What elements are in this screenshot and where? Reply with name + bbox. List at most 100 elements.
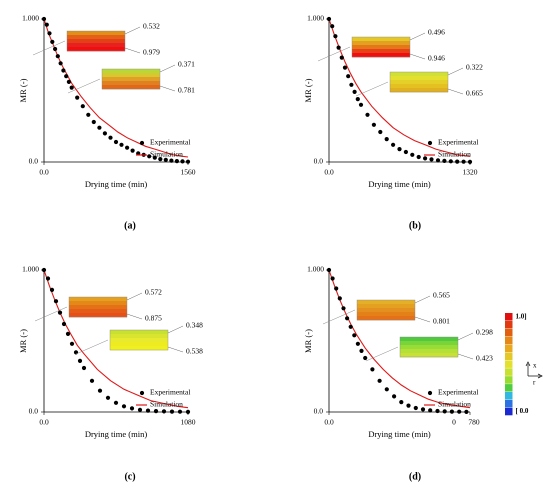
- inset-band: [390, 88, 448, 93]
- x-tick-label: 1560: [181, 168, 196, 177]
- experimental-point: [119, 142, 124, 147]
- experimental-point: [152, 155, 157, 160]
- inset-band: [67, 31, 125, 36]
- inset-band: [352, 49, 410, 54]
- inset-band: [357, 308, 415, 313]
- experimental-point: [53, 46, 58, 52]
- inset-pointer: [322, 309, 356, 325]
- inset-band: [67, 43, 125, 48]
- experimental-point: [341, 306, 346, 311]
- inset-band: [357, 304, 415, 309]
- colorbar-swatch: [505, 352, 513, 360]
- inset-leader-bottom: [124, 47, 141, 54]
- experimental-point: [359, 348, 364, 353]
- y-tick-label: 1.000: [22, 14, 39, 23]
- legend-experimental-marker: [139, 390, 145, 396]
- experimental-point: [50, 39, 55, 45]
- inset-leader-top: [447, 67, 464, 76]
- experimental-point: [161, 409, 167, 414]
- colorbar-swatch: [505, 407, 513, 416]
- inset-frame: [101, 68, 161, 90]
- inset-pointer: [365, 346, 399, 362]
- experimental-point: [355, 341, 360, 346]
- experimental-point: [105, 395, 111, 400]
- panel-label: (a): [124, 220, 136, 231]
- inset-bottom-value: 0.979: [143, 48, 160, 57]
- triad-x-arrowhead: [525, 361, 531, 367]
- inset-top-value: 0.298: [476, 328, 493, 337]
- inset-band: [110, 330, 168, 335]
- experimental-point: [65, 331, 71, 336]
- experimental-point: [53, 299, 59, 304]
- legend-simulation-label: Simulation: [438, 400, 471, 409]
- y-tick-label: 1.000: [22, 265, 39, 274]
- inset-2: 0.348 0.538: [75, 321, 203, 356]
- triad-x-label: x: [533, 362, 537, 370]
- inset-band: [357, 300, 415, 305]
- inset-band: [110, 346, 168, 351]
- experimental-point: [41, 267, 47, 273]
- x-axis-title: Drying time (min): [368, 429, 430, 439]
- experimental-point: [397, 147, 402, 152]
- experimental-point: [121, 404, 127, 409]
- inset-leader-bottom: [409, 53, 426, 60]
- experimental-point: [377, 378, 382, 383]
- experimental-point: [89, 378, 95, 383]
- inset-bottom-value: 0.946: [428, 54, 445, 63]
- inset-band: [400, 349, 458, 354]
- experimental-point: [86, 112, 91, 117]
- experimental-point: [169, 158, 174, 163]
- experimental-point: [180, 159, 185, 164]
- x-axis-title: Drying time (min): [368, 179, 430, 189]
- experimental-point: [69, 85, 74, 90]
- x-tick-label: 0.0: [39, 418, 49, 427]
- experimental-point: [64, 74, 69, 79]
- experimental-point: [69, 341, 75, 346]
- experimental-point: [147, 154, 152, 159]
- legend-experimental-label: Experimental: [150, 138, 190, 147]
- inset-band: [357, 316, 415, 321]
- experimental-point: [410, 152, 415, 157]
- inset-band: [400, 337, 458, 342]
- inset-band: [110, 334, 168, 339]
- inset-band: [102, 69, 160, 74]
- experimental-point: [461, 159, 466, 164]
- experimental-point: [129, 406, 135, 411]
- legend-simulation-label: Simulation: [150, 150, 183, 159]
- experimental-point: [326, 16, 332, 22]
- colorbar-swatch: [505, 360, 513, 368]
- colorbar-swatch: [505, 399, 513, 408]
- experimental-point: [91, 119, 96, 125]
- inset-frame: [351, 36, 411, 58]
- experimental-point: [57, 310, 63, 315]
- inset-bottom-value: 0.781: [178, 86, 195, 95]
- x-axis-title: Drying time (min): [85, 429, 147, 439]
- inset-leader-top: [167, 325, 184, 334]
- inset-1: 0.532 0.979: [32, 22, 160, 57]
- experimental-point: [102, 131, 107, 136]
- experimental-point: [416, 154, 421, 160]
- experimental-point: [66, 79, 71, 84]
- inset-band: [352, 53, 410, 58]
- experimental-point: [363, 355, 368, 361]
- experimental-point: [435, 158, 441, 163]
- inset-band: [69, 309, 127, 314]
- triad-r-arrowhead: [537, 373, 543, 379]
- colorbar-swatch: [505, 313, 513, 321]
- colorbar-swatch: [505, 328, 513, 337]
- experimental-point: [47, 31, 52, 36]
- experimental-point: [455, 159, 460, 164]
- experimental-point: [429, 157, 434, 162]
- inset-top-value: 0.565: [433, 291, 450, 300]
- experimental-point: [346, 74, 351, 79]
- simulation-line: [328, 269, 471, 409]
- experimental-point: [370, 367, 375, 372]
- experimental-point: [326, 267, 332, 273]
- inset-band: [400, 353, 458, 358]
- inset-band: [69, 305, 127, 310]
- y-tick-label: 1.000: [307, 265, 324, 274]
- experimental-point: [108, 135, 113, 140]
- experimental-point: [55, 54, 60, 59]
- inset-bottom-value: 0.801: [433, 317, 450, 326]
- inset-bottom-value: 0.423: [476, 354, 493, 363]
